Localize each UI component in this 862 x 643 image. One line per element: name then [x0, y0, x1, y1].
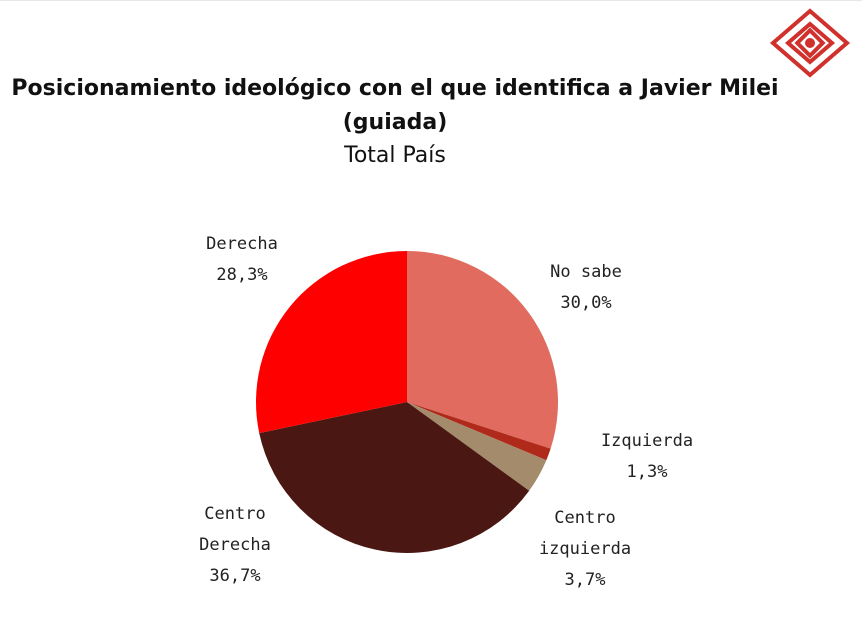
slice-label-centro-derecha: Centro Derecha 36,7%	[199, 504, 271, 586]
pie-slice-izquierda	[407, 402, 551, 461]
pie-slice-centro-derecha	[259, 402, 530, 554]
slice-label-no-sabe: No sabe 30,0%	[550, 262, 622, 313]
pie-slice-no-sabe	[407, 251, 558, 449]
chart-subtitle: Total País	[344, 143, 446, 168]
slice-label-centro-izquierda: Centro izquierda 3,7%	[539, 508, 631, 590]
diamond-logo-icon	[769, 8, 851, 78]
slice-label-izquierda: Izquierda 1,3%	[601, 431, 693, 482]
slice-label-derecha: Derecha 28,3%	[206, 234, 278, 285]
pie-slice-derecha	[255, 251, 407, 434]
pie-slice-centro-izquierda	[407, 402, 547, 491]
top-divider	[0, 0, 862, 1]
chart-title: Posicionamiento ideológico con el que id…	[11, 76, 779, 135]
